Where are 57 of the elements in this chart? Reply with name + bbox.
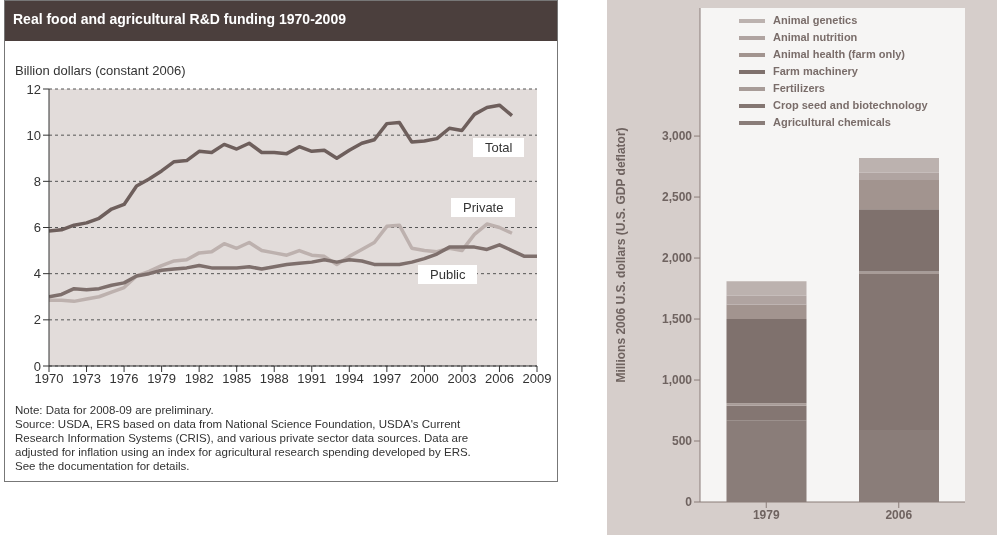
bar [859,209,939,272]
y-tick-label: 4 [33,266,41,282]
source-note: Source: USDA, ERS based on data from National Science Foundation, USDA's Current Research Information Systems (CRIS), and various private sector data sources. Data are adjusted for inflation using an index for agricultural research spending developed by ERS. See the documentation for details. [15,417,472,473]
legend-label: Fertilizers [773,81,825,96]
bar [726,319,807,404]
y-tick-label: 8 [33,173,41,189]
bar [726,281,807,296]
line-series [49,103,514,233]
legend-label: Agricultural chemicals [773,115,891,130]
y-axis-title: Millions 2006 U.S. dollars (U.S. GDP deflator) [614,127,629,383]
x-tick-label: 1985 [222,371,252,387]
text: Note: Data for 2008-09 are preliminary. [15,403,215,417]
y-tick-label: 6 [33,220,41,236]
bar [859,271,939,274]
x-tick-label: 1997 [372,371,402,387]
chart-title: Real food and agricultural R&D funding 1970-2009 [5,1,557,41]
x-tick-label: 2006 [485,371,514,387]
y-tick-label: 12 [26,81,41,97]
x-tick-label: 1991 [297,371,327,387]
x-tick-label: 2003 [447,371,477,387]
y-tick-label: 1,500 [661,312,693,327]
legend-label: Animal genetics [773,13,858,28]
y-tick-label: 2,000 [661,251,693,266]
series-label: Total [473,138,525,157]
bar [859,172,939,180]
x-tick-label: 2000 [409,371,439,387]
bar [859,158,939,173]
y-tick-label: 3,000 [661,129,693,144]
bar [726,403,807,406]
series-label: Public [418,265,478,284]
y-tick-label: 0 [33,358,41,374]
x-tick-label: 2006 [885,507,913,522]
y-tick-label: 2,500 [661,190,693,205]
series-label: Private [451,198,516,217]
x-tick-label: 1982 [184,371,214,387]
bar [859,179,939,210]
line-series [49,243,537,299]
legend-label: Animal health (farm only) [773,47,906,62]
legend-label: Animal nutrition [773,30,858,45]
y-axis-title: Billion dollars (constant 2006) [15,63,186,78]
y-tick-label: 10 [26,127,41,143]
x-tick-label: 1976 [109,371,139,387]
x-tick-label: 1988 [259,371,289,387]
y-tick-label: 0 [685,495,693,510]
x-tick-label: 1994 [334,371,364,387]
x-tick-label: 1979 [147,371,177,387]
x-tick-label: 1970 [34,371,64,387]
legend-label: Farm machinery [773,64,858,79]
legend-label: Crop seed and biotechnology [773,98,928,113]
bar [726,295,807,305]
y-tick-label: 1,000 [661,373,693,388]
x-tick-label: 1973 [72,371,101,387]
y-tick-label: 2 [33,312,41,328]
bar [726,304,807,320]
x-tick-label: 1979 [752,507,780,522]
x-tick-label: 2009 [522,371,552,387]
y-tick-label: 500 [671,434,693,449]
